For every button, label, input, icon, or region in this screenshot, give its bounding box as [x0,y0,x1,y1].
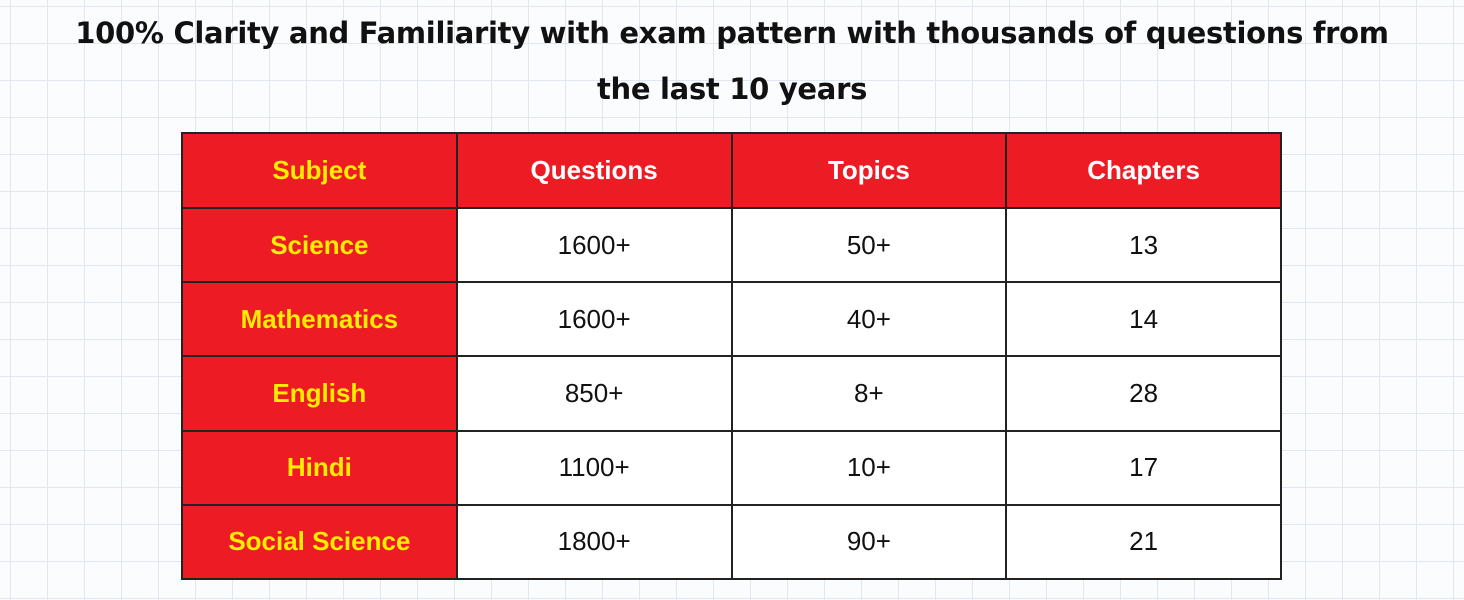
value-cell: 13 [1005,206,1282,284]
value-cell: 1600+ [455,281,733,358]
subject-cell: Mathematics [181,281,458,358]
header-cell: Subject [181,132,458,209]
value-cell: 8+ [730,355,1008,432]
title: 100% Clarity and Familiarity with exam p… [0,10,1464,122]
value-cell: 28 [1005,355,1282,432]
table: Subject Questions Topics Chapters Science 16… [181,132,1282,581]
table-row: English 850+ 8+ 28 [181,355,1282,432]
value-cell: 21 [1005,503,1282,581]
subject-cell: English [181,355,458,432]
value-cell: 1600+ [455,206,733,284]
subject-cell: Hindi [181,429,458,506]
value-cell: 14 [1005,281,1282,358]
title-line: the last 10 years [596,72,868,106]
value-cell: 90+ [730,503,1008,581]
value-cell: 17 [1005,429,1282,506]
header-cell: Topics [730,132,1008,209]
subject-cell: Social Science [181,503,458,581]
value-cell: 40+ [730,281,1008,358]
table-row: Social Science 1800+ 90+ 21 [181,503,1282,581]
header-cell: Chapters [1005,132,1282,209]
table-row: Science 1600+ 50+ 13 [181,206,1282,284]
table-row: Hindi 1100+ 10+ 17 [181,429,1282,506]
value-cell: 850+ [455,355,733,432]
subject-cell: Science [181,206,458,284]
title-line: 100% Clarity and Familiarity with exam p… [75,16,1389,50]
value-cell: 1800+ [455,503,733,581]
value-cell: 1100+ [455,429,733,506]
header-cell: Questions [455,132,733,209]
table-body: Science 1600+ 50+ 13 Mathematics 1600+ 40+ 14 En… [181,206,1282,581]
value-cell: 10+ [730,429,1008,506]
value-cell: 50+ [730,206,1008,284]
table-row: Mathematics 1600+ 40+ 14 [181,281,1282,358]
header-row: Subject Questions Topics Chapters [181,132,1282,209]
